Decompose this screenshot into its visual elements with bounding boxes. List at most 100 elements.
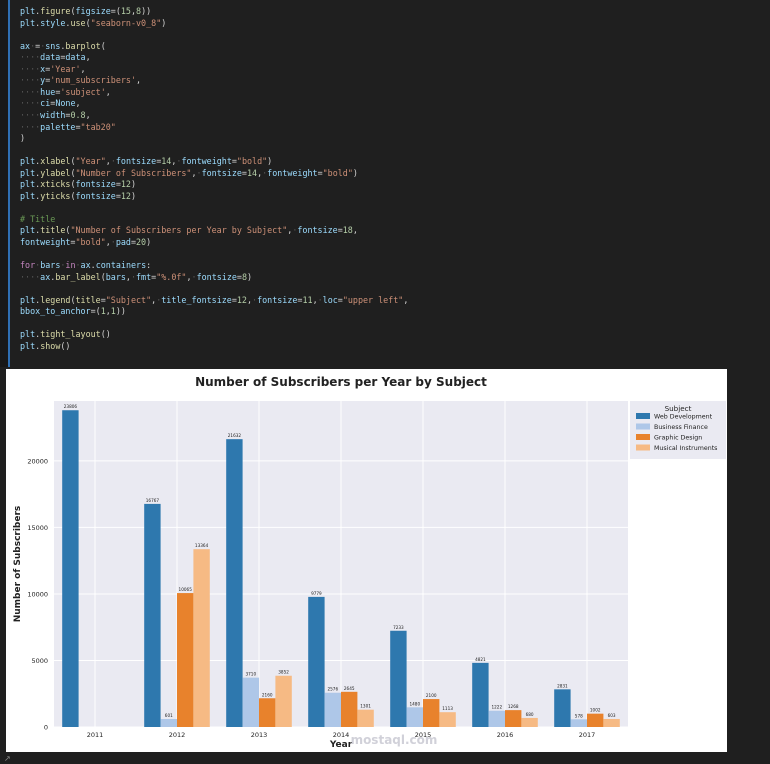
bar	[521, 717, 538, 727]
y-axis-label: Number of Subscribers	[13, 506, 23, 623]
y-tick-label: 5000	[31, 657, 48, 665]
x-tick-label: 2014	[333, 731, 350, 739]
legend-swatch	[636, 413, 650, 419]
bar	[160, 719, 177, 727]
y-tick-label: 15000	[27, 524, 48, 532]
bar-value-label: 21632	[228, 433, 242, 438]
code-line: ····palette="tab20"	[20, 121, 116, 132]
x-tick-label: 2015	[415, 731, 432, 739]
code-line: plt.legend(title="Subject",·title_fontsi…	[20, 294, 409, 305]
x-axis-label: Year	[329, 740, 353, 750]
code-line: for·bars·in·ax.containers:	[20, 260, 152, 271]
bar	[505, 710, 522, 727]
code-line: bbox_to_anchor=(1,1))	[20, 306, 126, 317]
bar	[488, 710, 505, 727]
legend-swatch	[636, 423, 650, 430]
bar	[390, 630, 407, 727]
bar	[308, 596, 325, 727]
bar-labels: 23806 16767 21632 9779 7233 4821 2831 601 3710 25…	[64, 404, 616, 718]
bar	[242, 677, 259, 727]
bar	[603, 718, 620, 727]
x-tick-label: 2017	[579, 731, 596, 739]
legend: Subject Web Development Business Finance G…	[630, 401, 726, 459]
bar-value-label: 680	[526, 712, 534, 717]
legend-label: Web Development	[654, 414, 713, 421]
code-line: )	[20, 133, 26, 144]
code-line: plt.ylabel("Number of Subscribers",·font…	[20, 167, 358, 178]
code-line: ax·=·sns.barplot(	[20, 40, 106, 51]
bar-value-label: 1480	[409, 701, 420, 706]
x-tick-label: 2016	[497, 731, 514, 739]
bar-value-label: 1113	[442, 706, 453, 711]
legend-label: Graphic Design	[654, 435, 702, 442]
bar-value-label: 13364	[195, 543, 209, 548]
bar-value-label: 3852	[278, 670, 289, 675]
bar	[423, 699, 440, 727]
legend-swatch	[636, 444, 650, 451]
bar-value-label: 3710	[245, 672, 256, 677]
x-tick-label: 2012	[169, 731, 186, 739]
code-line: fontweight="bold",·pad=20)	[20, 237, 152, 247]
code-line: plt.xticks(fontsize=12)	[20, 179, 137, 190]
bar	[275, 675, 292, 727]
legend-swatch	[636, 434, 650, 440]
bar-value-label: 2576	[327, 687, 338, 692]
chart-figure: 23806 16767 21632 9779 7233 4821 2831 601 3710 25…	[6, 369, 727, 752]
code-cell[interactable]: plt.figure(figsize=(15,8)) plt.style.use(…	[0, 0, 770, 367]
bars	[62, 410, 620, 727]
expand-output-icon[interactable]: ↗	[4, 754, 11, 763]
bar	[472, 662, 489, 727]
bar	[357, 709, 374, 727]
bar-value-label: 9779	[311, 591, 322, 596]
bar	[144, 503, 161, 727]
bar-value-label: 603	[608, 713, 616, 718]
x-tick-label: 2011	[87, 731, 104, 739]
bar	[570, 719, 587, 727]
legend-title: Subject	[665, 404, 692, 413]
watermark: mostaql.com	[351, 733, 438, 747]
bar-value-label: 2160	[262, 692, 273, 697]
cell-active-marker	[8, 0, 10, 367]
chart-title: Number of Subscribers per Year by Subjec…	[195, 375, 487, 389]
legend-label: Musical Instruments	[654, 445, 717, 452]
bar-chart: 23806 16767 21632 9779 7233 4821 2831 601 3710 25…	[13, 375, 726, 750]
code-line: ····ci=None,	[20, 98, 81, 109]
bar	[177, 593, 194, 727]
code-line: ····y='num_subscribers',	[20, 75, 142, 86]
bar	[324, 692, 341, 727]
bar	[439, 712, 456, 727]
bar	[587, 713, 604, 727]
bar	[259, 698, 276, 727]
code-line: ····width=0.8,	[20, 109, 91, 120]
bar-value-label: 4821	[475, 657, 486, 662]
code-line: plt.xlabel("Year",·fontsize=14,·fontweig…	[20, 156, 273, 167]
bar	[406, 707, 423, 727]
legend-label: Business Finance	[654, 424, 708, 431]
code-line: plt.figure(figsize=(15,8))	[20, 6, 152, 16]
bar-value-label: 16767	[146, 498, 160, 503]
bar-value-label: 2645	[344, 686, 355, 691]
code-line: ····x='Year',	[20, 63, 86, 74]
bar-value-label: 23806	[64, 404, 78, 409]
bar-value-label: 1222	[491, 705, 502, 710]
bar	[193, 549, 210, 727]
y-tick-label: 20000	[27, 457, 48, 465]
bar-value-label: 601	[165, 713, 173, 718]
x-tick-label: 2013	[251, 731, 268, 739]
x-ticks: 2011 2012 2013 2014 2015 2016 2017	[87, 731, 596, 739]
bar	[226, 439, 243, 727]
code-line: plt.tight_layout()	[20, 329, 111, 340]
code-line: ····data=data,	[20, 52, 91, 63]
bar-value-label: 2100	[426, 693, 437, 698]
bar-value-label: 1301	[360, 704, 371, 709]
code-line: plt.style.use("seaborn-v0_8")	[20, 17, 167, 28]
bar	[341, 691, 358, 727]
bar	[62, 410, 79, 727]
bar-value-label: 10065	[179, 587, 193, 592]
y-tick-label: 0	[44, 724, 48, 732]
bar-value-label: 7233	[393, 625, 404, 630]
bar-value-label: 1002	[590, 708, 601, 713]
code-line: ····ax.bar_label(bars,·fmt="%.0f",·fonts…	[20, 271, 253, 282]
bar	[554, 689, 571, 727]
code-line: ····hue='subject',	[20, 86, 111, 97]
